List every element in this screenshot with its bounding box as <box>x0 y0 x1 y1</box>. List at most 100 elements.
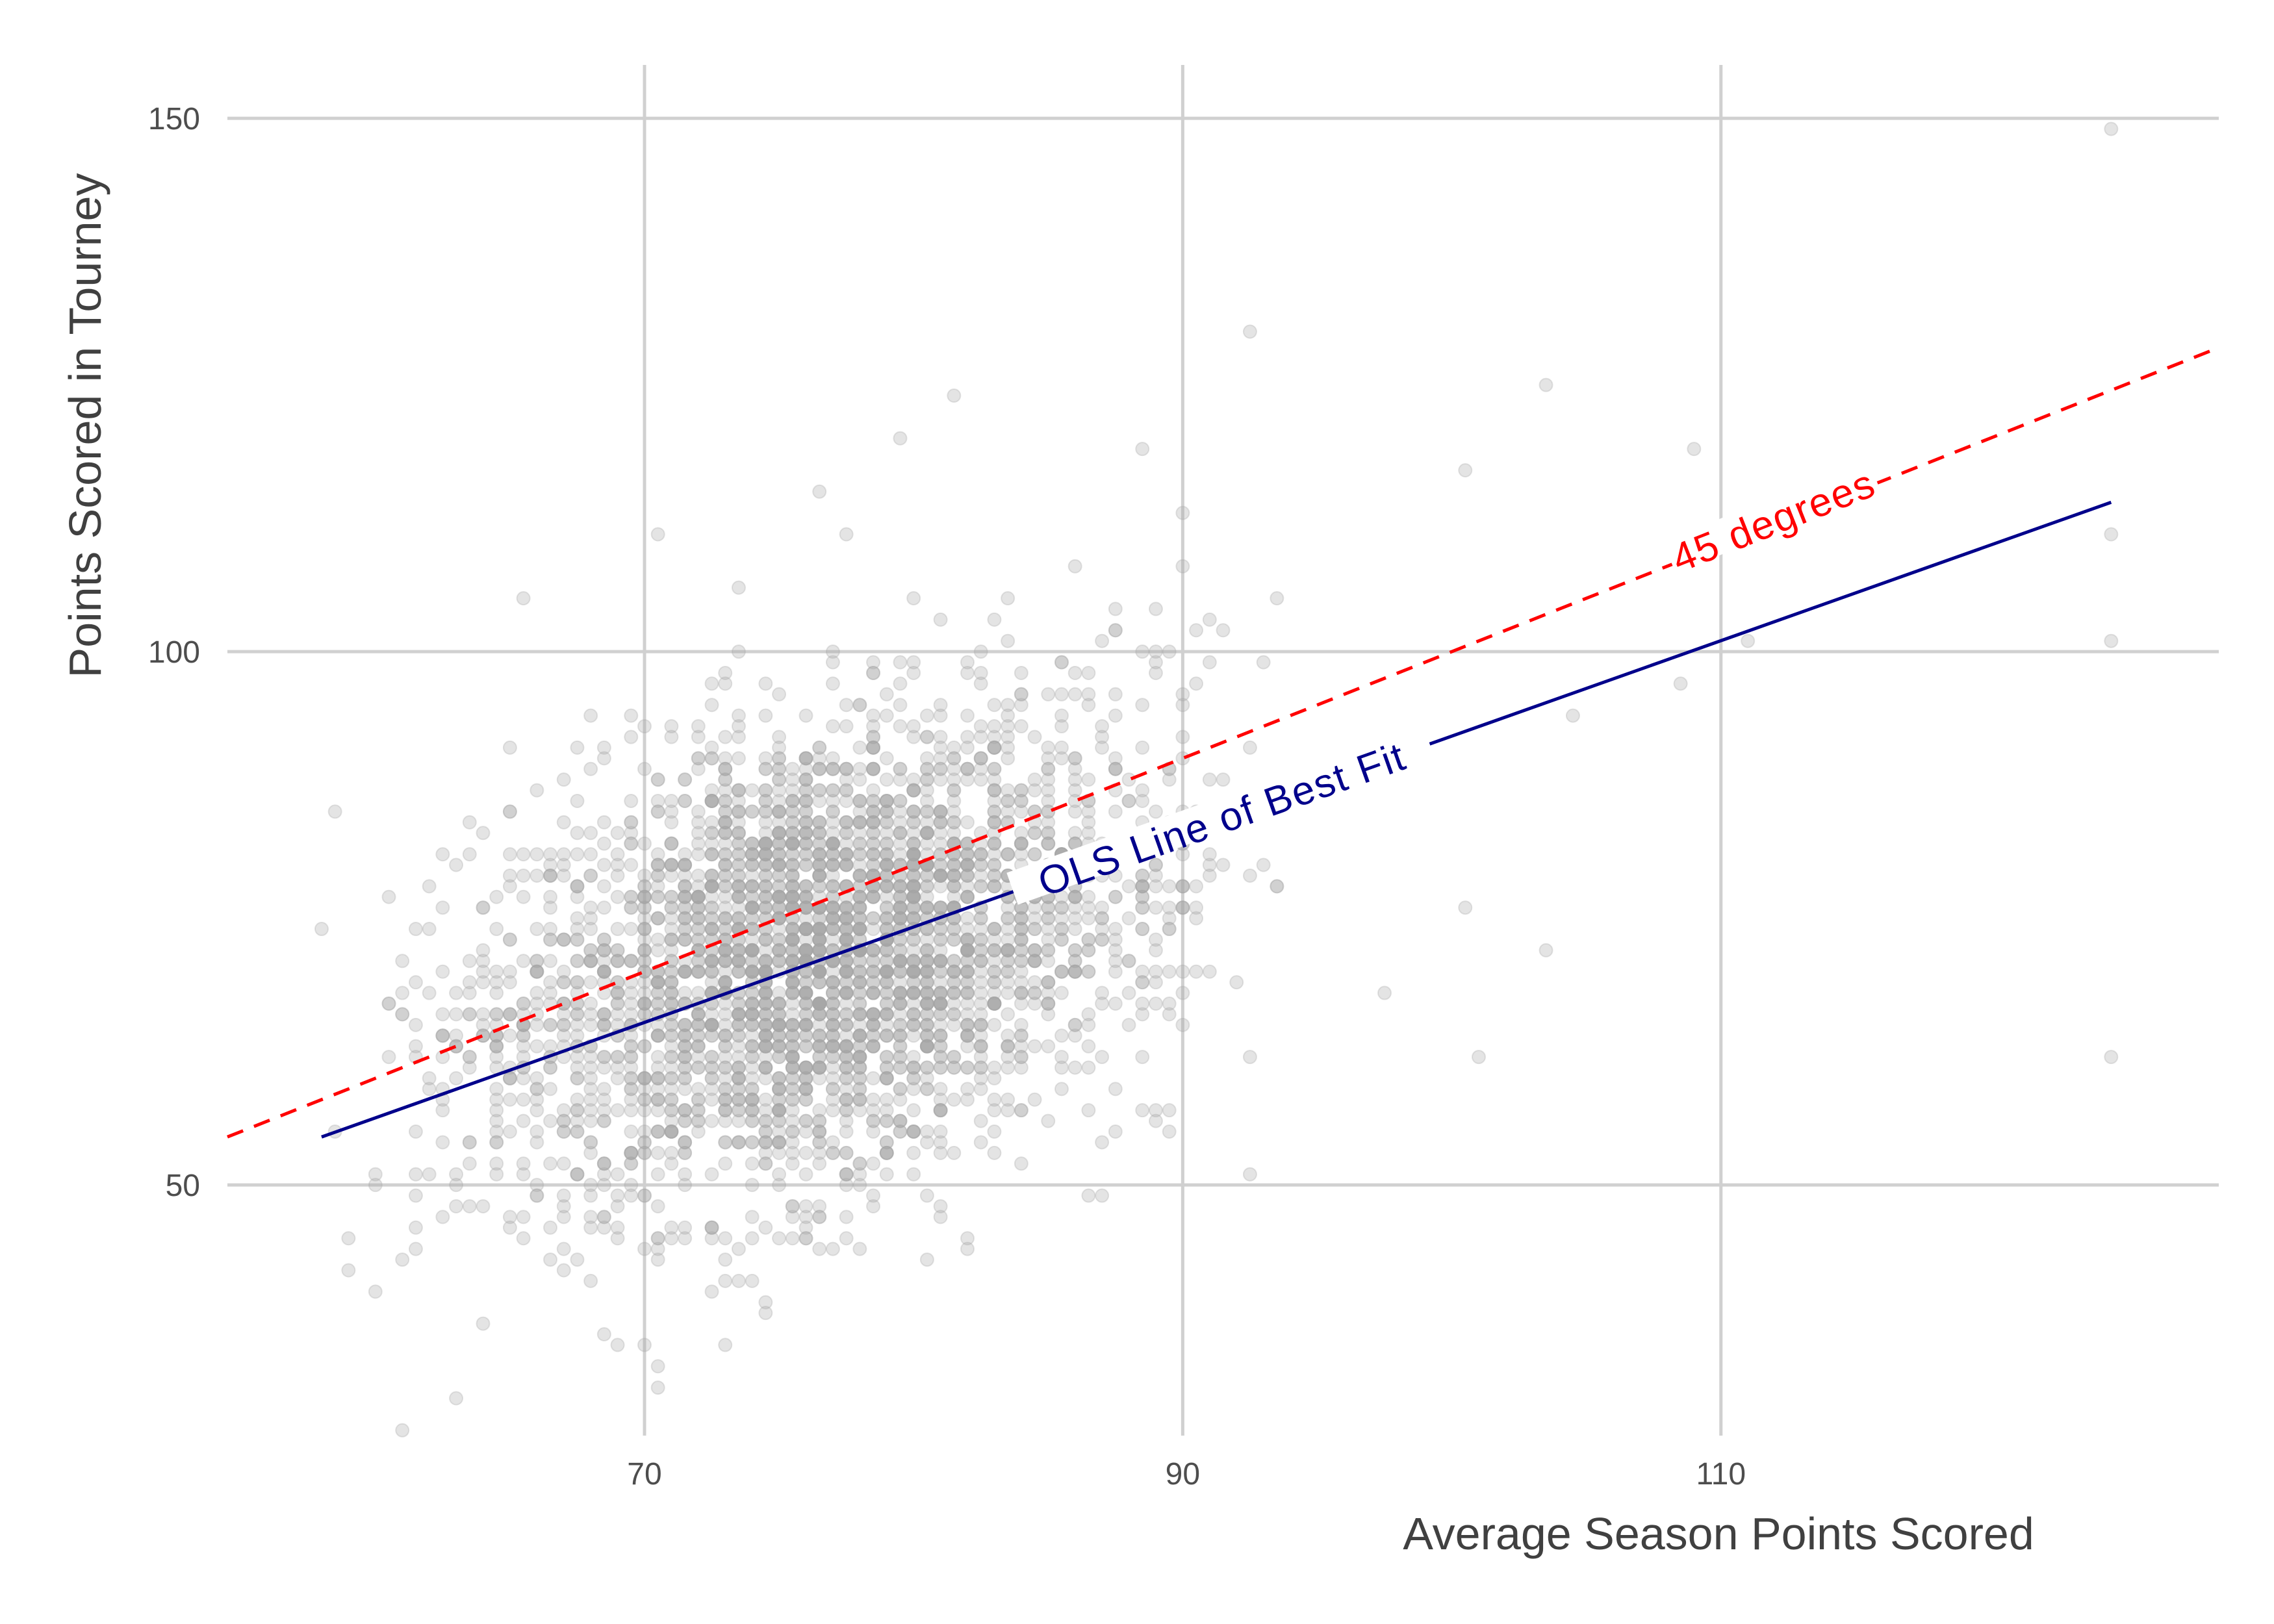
data-point <box>1081 1103 1096 1118</box>
data-point <box>502 868 517 883</box>
data-point <box>852 836 867 851</box>
data-point <box>449 1391 464 1406</box>
data-point <box>678 1060 693 1075</box>
data-point <box>772 1082 787 1097</box>
data-point <box>745 783 760 798</box>
data-point <box>449 1039 464 1054</box>
data-point <box>919 826 934 841</box>
data-point <box>718 1113 733 1128</box>
data-point <box>691 1113 706 1128</box>
data-point <box>825 815 840 830</box>
data-point <box>718 954 733 969</box>
data-point <box>825 1017 840 1032</box>
data-point <box>650 1028 665 1043</box>
data-point <box>772 1082 787 1097</box>
data-point <box>745 1103 760 1118</box>
data-point <box>462 847 477 862</box>
data-point <box>731 1092 746 1107</box>
data-point <box>1108 889 1123 904</box>
data-point <box>718 964 733 979</box>
data-point <box>624 1060 639 1075</box>
data-point <box>718 1135 733 1150</box>
data-point <box>825 857 840 872</box>
data-point <box>839 1039 854 1054</box>
data-point <box>731 1241 746 1256</box>
data-point <box>1054 1082 1069 1097</box>
data-point <box>1081 911 1096 926</box>
data-point <box>933 1017 948 1032</box>
data-point <box>570 1071 585 1085</box>
data-point <box>1175 698 1190 713</box>
data-point <box>919 900 934 915</box>
data-point <box>1175 985 1190 1000</box>
data-point <box>704 1007 719 1022</box>
data-point <box>798 1231 813 1246</box>
data-point <box>718 932 733 947</box>
data-point <box>691 954 706 969</box>
data-point <box>812 1039 827 1054</box>
data-point <box>919 826 934 841</box>
data-point <box>973 772 988 787</box>
data-point <box>1175 505 1190 520</box>
data-point <box>1014 665 1028 680</box>
data-point <box>960 1082 975 1097</box>
data-point <box>973 911 988 926</box>
data-point <box>825 836 840 851</box>
data-point <box>1148 943 1163 958</box>
data-point <box>839 975 854 990</box>
data-point <box>596 1327 611 1342</box>
data-point <box>1041 761 1056 776</box>
data-point <box>960 761 975 776</box>
data-point <box>489 1156 504 1171</box>
data-point <box>933 868 948 883</box>
data-point <box>960 889 975 904</box>
data-point <box>866 1199 881 1213</box>
data-point <box>1108 602 1123 616</box>
data-point <box>839 761 854 776</box>
data-point <box>1001 719 1016 734</box>
data-point <box>691 1039 706 1054</box>
data-point <box>596 1007 611 1022</box>
data-point <box>704 698 719 713</box>
data-point <box>785 985 800 1000</box>
data-point <box>960 922 975 937</box>
data-point <box>678 1050 693 1065</box>
data-point <box>798 836 813 851</box>
data-point <box>758 793 773 808</box>
data-point <box>852 1050 867 1065</box>
data-point <box>947 868 962 883</box>
data-point <box>906 857 921 872</box>
data-point <box>933 900 948 915</box>
data-point <box>893 1113 908 1128</box>
data-point <box>1270 879 1284 894</box>
data-point <box>825 826 840 841</box>
data-point <box>678 964 693 979</box>
scatter-points <box>314 121 2119 1438</box>
data-point <box>825 804 840 819</box>
data-point <box>1377 985 1392 1000</box>
data-point <box>691 911 706 926</box>
data-point <box>1067 964 1082 979</box>
data-point <box>1081 943 1096 958</box>
data-point <box>610 943 625 958</box>
data-point <box>879 751 894 766</box>
data-point <box>825 1017 840 1032</box>
data-point <box>893 1028 908 1043</box>
data-point <box>785 1135 800 1150</box>
data-point <box>704 1220 719 1235</box>
data-point <box>866 719 881 734</box>
data-point <box>798 751 813 766</box>
data-point <box>772 847 787 862</box>
data-point <box>704 1284 719 1299</box>
data-point <box>785 836 800 851</box>
data-point <box>718 1135 733 1150</box>
data-point <box>947 922 962 937</box>
data-point <box>1027 900 1042 915</box>
data-point <box>1202 772 1217 787</box>
data-point <box>745 1092 760 1107</box>
data-point <box>1135 1103 1150 1118</box>
data-point <box>1027 922 1042 937</box>
data-point <box>596 964 611 979</box>
data-point <box>772 857 787 872</box>
data-point <box>758 708 773 723</box>
